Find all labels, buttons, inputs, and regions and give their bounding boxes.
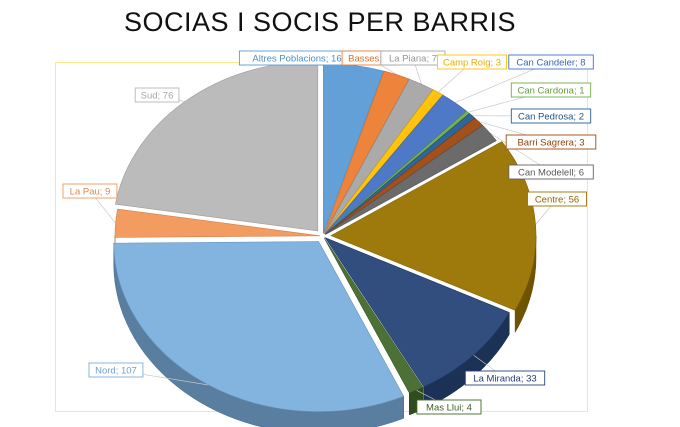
chart-title: SOCIAS I SOCIS PER BARRIS — [123, 7, 517, 37]
data-label-box — [88, 362, 144, 378]
data-label-box — [134, 87, 180, 103]
data-label: Can Pedrosa; 2 — [518, 112, 584, 123]
data-label-box — [416, 399, 482, 415]
pie-slice-nord — [113, 241, 405, 412]
data-label: La Pau; 9 — [70, 187, 111, 198]
data-label: Sud; 76 — [141, 91, 174, 102]
data-label-box — [505, 134, 597, 150]
data-label: Nord; 107 — [95, 366, 137, 377]
pie-slice-la-miranda — [324, 237, 510, 388]
pie-slice-centre — [330, 141, 537, 311]
pie-slice-mas-llui — [324, 238, 424, 394]
data-label-box — [436, 54, 508, 70]
data-label: Centre; 56 — [535, 195, 579, 206]
data-label-box — [527, 191, 587, 207]
pie-slice-la-pau — [114, 208, 321, 238]
data-label: Can Modelell; 6 — [518, 168, 584, 179]
data-label: Mas Llui; 4 — [426, 403, 472, 414]
data-label: La Miranda; 33 — [473, 374, 536, 385]
data-label-box — [62, 183, 118, 199]
data-label: Can Cardona; 1 — [517, 86, 584, 97]
data-label: Barri Sagrera; 3 — [517, 138, 584, 149]
pie-slice-sud — [115, 60, 319, 232]
data-label: Basses; 7 — [348, 54, 390, 65]
data-label: Can Candeler; 8 — [516, 58, 585, 69]
data-label-box — [510, 82, 592, 98]
data-label-box — [464, 370, 546, 386]
data-label: La Piana; 7 — [389, 54, 437, 65]
data-label: Altres Poblacions; 16 — [252, 54, 341, 65]
data-label-box — [508, 164, 594, 180]
pie-slice-can-modelell — [325, 125, 497, 235]
pie-slice-basses — [323, 70, 410, 234]
data-label-box — [510, 108, 592, 124]
data-label: Camp Roig; 3 — [443, 58, 501, 69]
data-label-box — [508, 54, 594, 70]
